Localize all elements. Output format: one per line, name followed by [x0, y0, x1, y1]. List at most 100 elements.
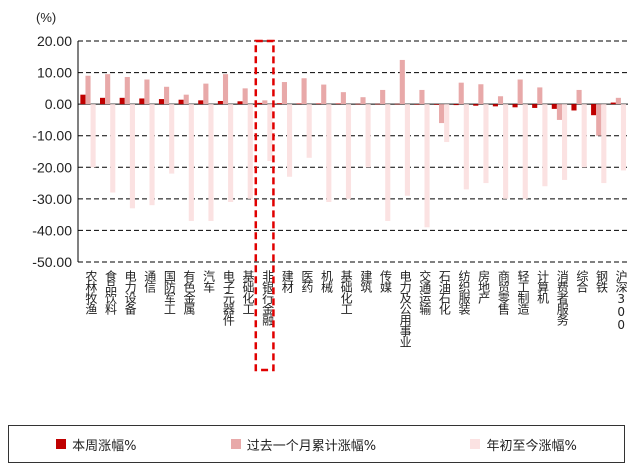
legend-label-month: 过去一个月累计涨幅% — [246, 438, 377, 454]
bar-month — [615, 97, 621, 105]
bar-ytd — [562, 104, 568, 180]
y-tick-label: -40.00 — [32, 222, 72, 238]
bar-weekly — [492, 104, 498, 107]
bar-month — [537, 87, 543, 105]
bar-ytd — [90, 104, 96, 168]
bar-weekly — [158, 99, 165, 105]
y-tick-label: -50.00 — [32, 254, 72, 270]
bar-month — [497, 96, 504, 105]
category-label: 非银行金融 — [261, 270, 275, 327]
category-label: 钢铁 — [595, 270, 609, 293]
x-axis: 农林牧渔 食品饮料 电力设备 通信 国防军工 有色金属 汽车 电子元器件 基础化工 非银行金融 建材… — [84, 269, 628, 347]
y-tick-label: 0.00 — [45, 96, 72, 112]
bar-month — [144, 79, 150, 105]
legend-label-weekly: 本周涨幅% — [72, 438, 137, 454]
category-label: 轻工制造 — [516, 270, 530, 315]
category-label: 电力设备 — [123, 270, 137, 316]
bar-weekly — [532, 104, 538, 108]
bar-weekly — [512, 104, 518, 108]
bar-ytd — [267, 104, 273, 161]
category-label: 石油石化 — [437, 270, 451, 316]
bar-month — [124, 76, 130, 105]
bar-weekly — [571, 104, 577, 111]
bar-ytd — [444, 104, 450, 143]
category-label: 消费者服务 — [555, 270, 569, 326]
y-tick-label: -10.00 — [32, 128, 72, 144]
bar-weekly — [394, 103, 400, 105]
category-label: 沪深300 — [614, 270, 628, 331]
bar-ytd — [483, 104, 489, 184]
bar-weekly — [198, 100, 204, 105]
bar-ytd — [463, 104, 469, 190]
category-label: 食品饮料 — [103, 269, 117, 315]
bar-ytd — [385, 104, 391, 221]
bar-month — [105, 74, 111, 105]
bar-ytd — [287, 104, 293, 177]
category-label: 有色金属 — [182, 270, 196, 316]
bar-month — [360, 97, 366, 105]
category-label: 计算机 — [536, 270, 550, 304]
y-tick-label: -30.00 — [32, 191, 72, 207]
category-label: 通信 — [143, 270, 157, 294]
bar-weekly — [119, 97, 125, 105]
bar-month — [419, 89, 425, 105]
bar-weekly — [100, 97, 106, 105]
category-label: 建材 — [280, 270, 294, 293]
bar-weekly — [335, 103, 341, 105]
y-axis: 20.00 10.00 0.00 -10.00 -20.00 -30.00 -40.00 -5… — [32, 33, 79, 270]
legend-swatch-ytd — [470, 439, 481, 449]
category-label: 房地产 — [477, 269, 491, 305]
legend-swatch-weekly — [56, 439, 67, 449]
bar-weekly — [591, 104, 597, 116]
bar-ytd — [169, 104, 175, 174]
legend-item-ytd: 年初至今涨幅% — [470, 435, 577, 454]
bar-month — [517, 79, 523, 105]
bar-weekly — [237, 101, 243, 105]
category-label: 电子元器件 — [221, 270, 235, 326]
category-label: 综合 — [575, 270, 589, 293]
bar-ytd — [424, 104, 430, 228]
bar-ytd — [365, 104, 371, 168]
bar-ytd — [581, 104, 587, 168]
legend: 本周涨幅% 过去一个月累计涨幅% 年初至今涨幅% — [8, 425, 625, 463]
bar-weekly — [433, 104, 440, 105]
bar-month — [380, 89, 386, 105]
bar-month — [183, 94, 189, 105]
bar-month — [281, 82, 287, 105]
bar-month — [164, 86, 170, 105]
bar-ytd — [522, 104, 528, 199]
category-label: 电力及公用事业 — [398, 270, 412, 347]
bars — [80, 59, 627, 228]
bar-month — [596, 104, 602, 136]
bar-month — [222, 74, 229, 105]
bar-month — [556, 104, 562, 120]
bar-month — [478, 84, 484, 105]
bar-weekly — [473, 104, 479, 106]
bar-weekly — [217, 100, 223, 105]
category-label: 交通运输 — [418, 269, 432, 316]
bar-ytd — [404, 104, 410, 196]
bar-month — [301, 78, 307, 105]
y-tick-label: 20.00 — [37, 33, 72, 49]
bar-weekly — [257, 102, 263, 105]
legend-swatch-month — [230, 439, 241, 449]
category-label: 农林牧渔 — [84, 270, 98, 315]
category-label: 汽车 — [202, 269, 216, 294]
legend-label-ytd: 年初至今涨幅% — [486, 438, 577, 454]
category-label: 医药 — [300, 270, 314, 293]
bar-month — [321, 84, 327, 105]
y-tick-label: -20.00 — [32, 159, 72, 175]
bar-weekly — [453, 104, 459, 106]
bar-weekly — [355, 103, 361, 105]
category-label: 商贸零售 — [496, 269, 510, 315]
bar-ytd — [228, 104, 234, 203]
category-label: 传媒 — [378, 269, 392, 293]
category-label: 基础化工 — [241, 270, 255, 314]
y-unit-label: (%) — [36, 10, 56, 25]
bar-weekly — [551, 104, 557, 109]
bar-weekly — [610, 102, 616, 105]
bar-ytd — [503, 104, 509, 199]
bar-weekly — [139, 98, 145, 105]
category-label: 机械 — [320, 270, 334, 293]
bar-ytd — [129, 104, 135, 209]
